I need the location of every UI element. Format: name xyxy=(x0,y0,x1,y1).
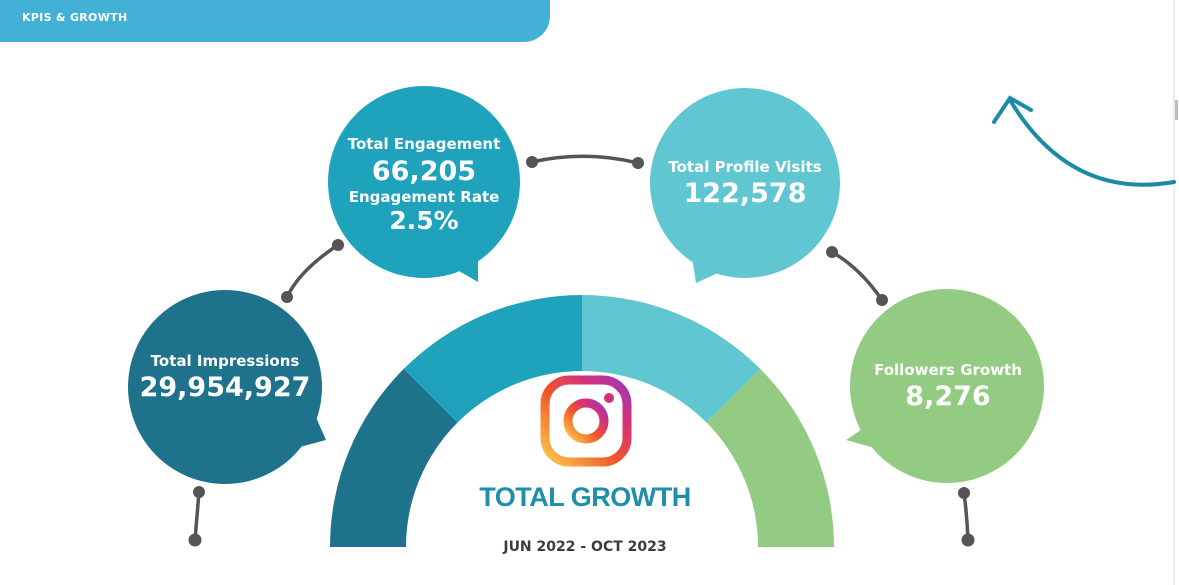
connector-impressions-stem xyxy=(193,490,201,542)
followers-value: 8,276 xyxy=(905,381,991,412)
impressions-label: Total Impressions xyxy=(150,352,300,370)
engagement-label: Total Engagement xyxy=(347,135,501,153)
profile-visits-value: 122,578 xyxy=(683,178,807,209)
bubble-impressions xyxy=(128,290,326,484)
profile-visits-kpi: Total Profile Visits 122,578 xyxy=(650,158,840,209)
connector-impressions-engagement xyxy=(285,243,340,299)
followers-label: Followers Growth xyxy=(874,361,1022,379)
engagement-rate-label: Engagement Rate xyxy=(348,188,500,206)
connector-followers-stem xyxy=(962,491,970,542)
gauge-segment-followers xyxy=(706,368,834,547)
gauge-segment-impressions xyxy=(330,368,458,547)
instagram-icon xyxy=(540,375,632,467)
chart-title: TOTAL GROWTH xyxy=(479,482,691,512)
gauge-segment-profile-visits xyxy=(582,295,761,423)
bubble-engagement xyxy=(328,86,520,282)
connector-profile-followers xyxy=(830,250,884,302)
engagement-rate-value: 2.5% xyxy=(389,206,459,235)
header-tab: KPIS & GROWTH xyxy=(0,0,550,42)
scroll-marker xyxy=(1175,100,1178,120)
bubble-profile-visits xyxy=(650,88,840,283)
connector-engagement-profile xyxy=(530,154,640,165)
chart-period: JUN 2022 - OCT 2023 xyxy=(503,539,667,555)
engagement-value: 66,205 xyxy=(371,156,477,187)
header-title: KPIS & GROWTH xyxy=(22,11,128,24)
connector-dots xyxy=(188,156,975,547)
right-divider xyxy=(1173,0,1175,585)
gauge-segment-engagement xyxy=(403,295,582,423)
impressions-kpi: Total Impressions 29,954,927 xyxy=(128,352,322,403)
impressions-value: 29,954,927 xyxy=(139,372,311,403)
engagement-kpi: Total Engagement 66,205 Engagement Rate … xyxy=(328,135,520,235)
curved-arrow-icon xyxy=(992,95,1176,187)
followers-kpi: Followers Growth 8,276 xyxy=(850,361,1046,412)
bubble-followers xyxy=(846,289,1044,483)
profile-visits-label: Total Profile Visits xyxy=(668,158,822,176)
